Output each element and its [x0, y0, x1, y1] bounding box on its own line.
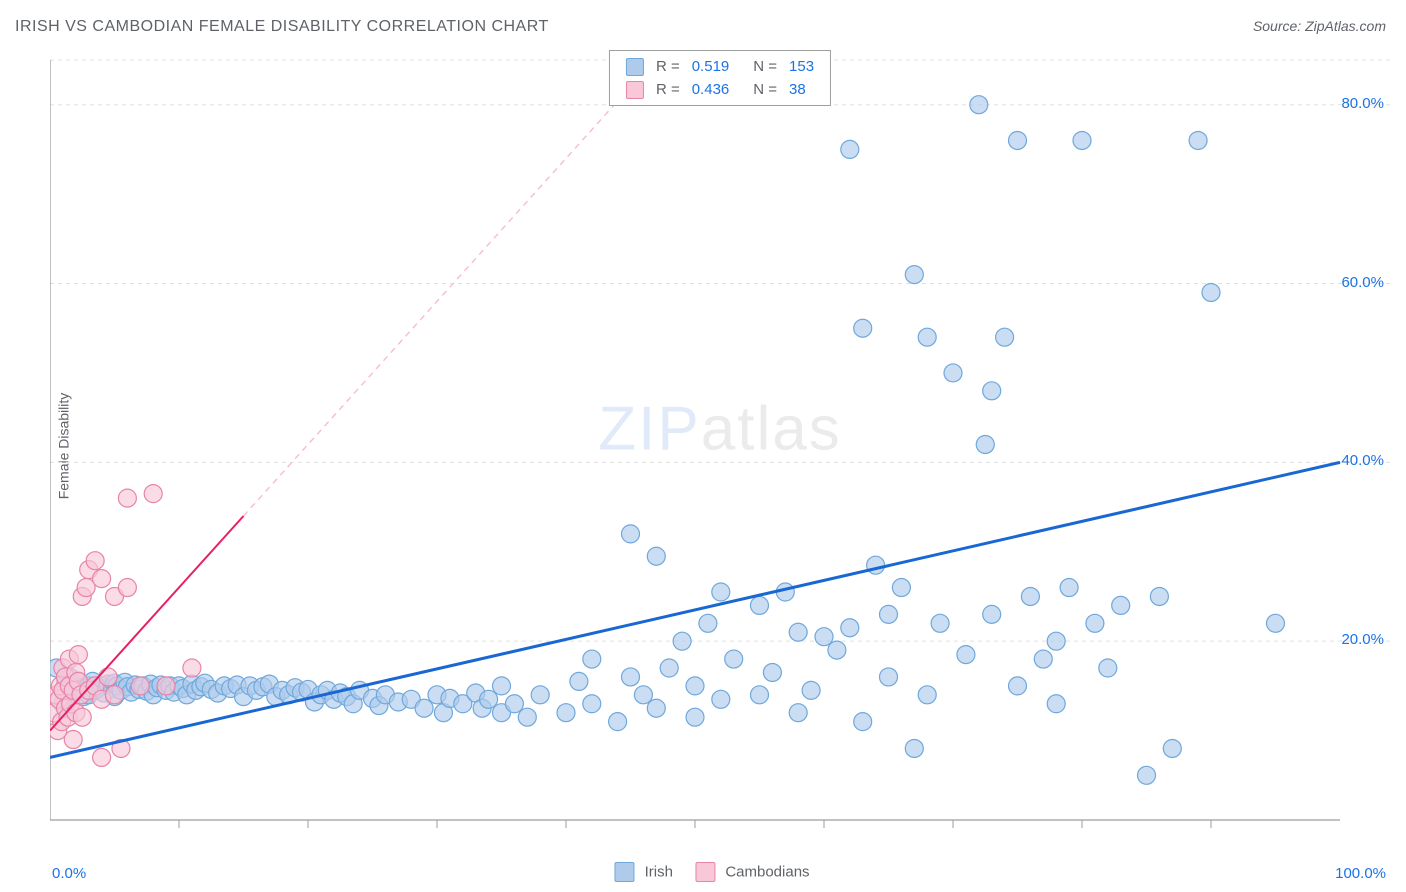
bottom-legend: Irish Cambodians — [596, 862, 809, 882]
y-tick-label: 80.0% — [1341, 95, 1384, 112]
legend-label-cambodians: Cambodians — [725, 864, 809, 881]
r-label-0: R = — [650, 55, 686, 78]
swatch-cambodians — [626, 81, 644, 99]
chart-title: IRISH VS CAMBODIAN FEMALE DISABILITY COR… — [15, 18, 549, 36]
legend-swatch-cambodians — [695, 862, 715, 882]
r-label-1: R = — [650, 78, 686, 101]
swatch-irish — [626, 58, 644, 76]
attribution-text: Source: ZipAtlas.com — [1253, 18, 1386, 34]
legend-swatch-irish — [614, 862, 634, 882]
correlation-stats-box: R = 0.519 N = 153 R = 0.436 N = 38 — [609, 50, 831, 106]
n-value-1: 38 — [783, 78, 820, 101]
stats-row-irish: R = 0.519 N = 153 — [620, 55, 820, 78]
x-axis-min-label: 0.0% — [52, 865, 86, 882]
n-value-0: 153 — [783, 55, 820, 78]
y-tick-label: 40.0% — [1341, 452, 1384, 469]
stats-row-cambodians: R = 0.436 N = 38 — [620, 78, 820, 101]
r-value-1: 0.436 — [686, 78, 736, 101]
r-value-0: 0.519 — [686, 55, 736, 78]
scatter-svg — [50, 50, 1390, 840]
n-label-1: N = — [747, 78, 783, 101]
legend-label-irish: Irish — [645, 864, 673, 881]
x-axis-max-label: 100.0% — [1335, 865, 1386, 882]
chart-container: IRISH VS CAMBODIAN FEMALE DISABILITY COR… — [0, 0, 1406, 892]
plot-area: R = 0.519 N = 153 R = 0.436 N = 38 ZIPat… — [50, 50, 1390, 840]
y-tick-label: 20.0% — [1341, 631, 1384, 648]
n-label-0: N = — [747, 55, 783, 78]
y-tick-label: 60.0% — [1341, 274, 1384, 291]
